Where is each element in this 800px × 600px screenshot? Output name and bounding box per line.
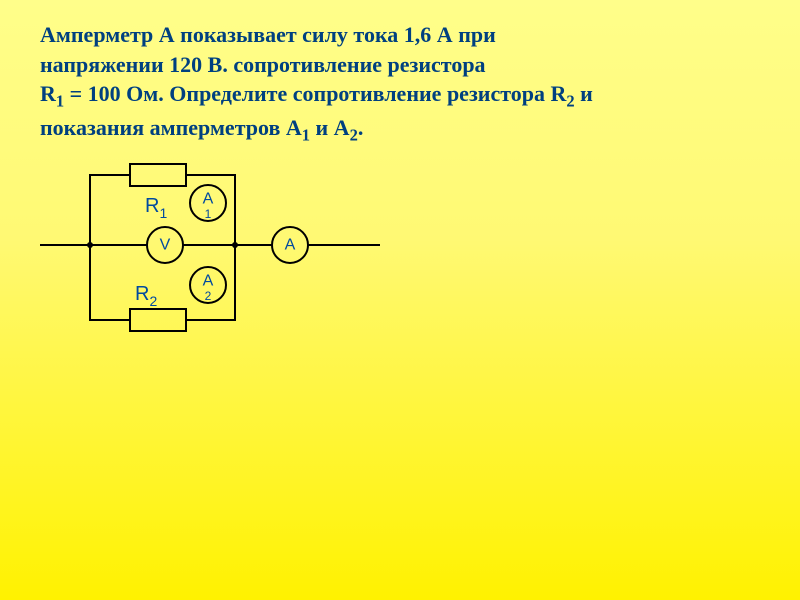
text: и А xyxy=(310,115,350,140)
current: 1,6 А xyxy=(404,22,453,47)
r2-label: R2 xyxy=(135,283,157,309)
ammeter-a1-label: A xyxy=(203,191,214,208)
text: . xyxy=(358,115,364,140)
a1-sub: 1 xyxy=(302,125,310,144)
resistor-r2 xyxy=(130,309,186,331)
text: = 100 Ом. Определите сопротивление резис… xyxy=(64,81,566,106)
text: и xyxy=(575,81,593,106)
wire-top-left xyxy=(90,175,130,245)
ammeter-a1-sub: 1 xyxy=(205,207,212,221)
text: Амперметр А показывает силу тока xyxy=(40,22,404,47)
a2-sub: 2 xyxy=(350,125,358,144)
text: напряжении xyxy=(40,52,169,77)
r1-sub: 1 xyxy=(56,92,64,111)
voltmeter-label: V xyxy=(160,237,171,254)
circuit-diagram: A 1 A 2 V A R1 R2 xyxy=(40,150,380,355)
problem-statement: Амперметр А показывает силу тока 1,6 А п… xyxy=(40,20,740,147)
wire-bottom-left xyxy=(90,245,130,320)
text: показания амперметров А xyxy=(40,115,302,140)
r1: R xyxy=(40,81,56,106)
circuit-svg: A 1 A 2 V A R1 R2 xyxy=(40,150,380,350)
resistor-r1 xyxy=(130,164,186,186)
text: сопротивление резистора xyxy=(228,52,486,77)
r2-sub: 2 xyxy=(566,92,574,111)
r1-label: R1 xyxy=(145,195,167,221)
ammeter-a2-sub: 2 xyxy=(205,289,212,303)
ammeter-a-label: A xyxy=(285,237,296,254)
text: при xyxy=(453,22,496,47)
voltage: 120 В. xyxy=(169,52,228,77)
ammeter-a2-label: A xyxy=(203,273,214,290)
